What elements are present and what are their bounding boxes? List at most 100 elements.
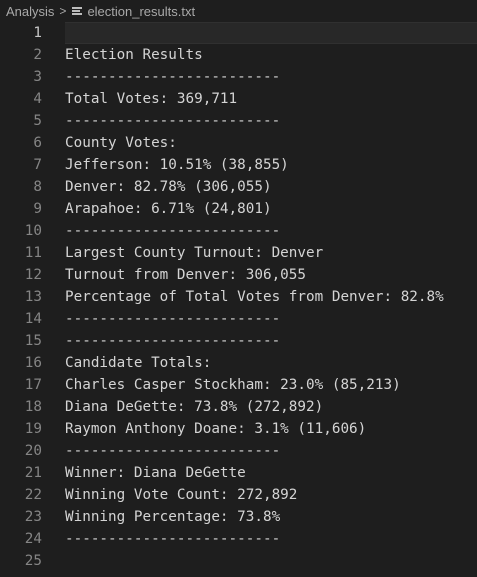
line-number: 16 bbox=[0, 352, 42, 374]
editor-line[interactable]: Largest County Turnout: Denver 11 bbox=[0, 242, 477, 264]
line-text-area[interactable]: Denver: 82.78% (306,055) bbox=[65, 176, 477, 198]
editor-line[interactable]: Winning Percentage: 73.8% 23 bbox=[0, 506, 477, 528]
line-number: 13 bbox=[0, 286, 42, 308]
line-text-area[interactable]: Jefferson: 10.51% (38,855) bbox=[65, 154, 477, 176]
editor-line[interactable]: ------------------------- 14 bbox=[0, 308, 477, 330]
editor-line[interactable]: Arapahoe: 6.71% (24,801) 9 bbox=[0, 198, 477, 220]
line-number: 12 bbox=[0, 264, 42, 286]
line-number: 19 bbox=[0, 418, 42, 440]
line-content: Diana DeGette: 73.8% (272,892) bbox=[65, 399, 323, 415]
line-content: Candidate Totals: bbox=[65, 355, 211, 371]
line-content: ------------------------- bbox=[65, 443, 280, 459]
line-content: Raymon Anthony Doane: 3.1% (11,606) bbox=[65, 421, 366, 437]
editor-line[interactable]: 25 bbox=[0, 550, 477, 572]
line-number: 23 bbox=[0, 506, 42, 528]
line-text-area[interactable]: Total Votes: 369,711 bbox=[65, 88, 477, 110]
line-text-area[interactable]: Raymon Anthony Doane: 3.1% (11,606) bbox=[65, 418, 477, 440]
editor-line[interactable]: Jefferson: 10.51% (38,855) 7 bbox=[0, 154, 477, 176]
line-content: Largest County Turnout: Denver bbox=[65, 245, 323, 261]
line-number: 17 bbox=[0, 374, 42, 396]
breadcrumb-file[interactable]: election_results.txt bbox=[87, 4, 195, 19]
line-number: 9 bbox=[0, 198, 42, 220]
line-content: Denver: 82.78% (306,055) bbox=[65, 179, 272, 195]
line-content: Turnout from Denver: 306,055 bbox=[65, 267, 306, 283]
line-number: 4 bbox=[0, 88, 42, 110]
editor-line[interactable]: County Votes: 6 bbox=[0, 132, 477, 154]
line-text-area[interactable] bbox=[65, 550, 477, 572]
line-text-area[interactable]: Diana DeGette: 73.8% (272,892) bbox=[65, 396, 477, 418]
line-number: 24 bbox=[0, 528, 42, 550]
breadcrumb-separator: > bbox=[59, 4, 66, 18]
line-text-area[interactable]: ------------------------- bbox=[65, 440, 477, 462]
line-content: ------------------------- bbox=[65, 69, 280, 85]
line-content: Percentage of Total Votes from Denver: 8… bbox=[65, 289, 444, 305]
editor-line[interactable]: Diana DeGette: 73.8% (272,892) 18 bbox=[0, 396, 477, 418]
line-number: 5 bbox=[0, 110, 42, 132]
line-number: 14 bbox=[0, 308, 42, 330]
editor-line[interactable]: Denver: 82.78% (306,055) 8 bbox=[0, 176, 477, 198]
line-text-area[interactable]: Percentage of Total Votes from Denver: 8… bbox=[65, 286, 477, 308]
line-text-area[interactable]: Largest County Turnout: Denver bbox=[65, 242, 477, 264]
text-file-icon bbox=[72, 6, 82, 16]
line-text-area[interactable]: Arapahoe: 6.71% (24,801) bbox=[65, 198, 477, 220]
line-content: Charles Casper Stockham: 23.0% (85,213) bbox=[65, 377, 401, 393]
editor-line[interactable]: ------------------------- 5 bbox=[0, 110, 477, 132]
editor-line[interactable]: ------------------------- 10 bbox=[0, 220, 477, 242]
line-content: Jefferson: 10.51% (38,855) bbox=[65, 157, 289, 173]
line-text-area[interactable]: Charles Casper Stockham: 23.0% (85,213) bbox=[65, 374, 477, 396]
line-content: Arapahoe: 6.71% (24,801) bbox=[65, 201, 272, 217]
line-text-area[interactable]: County Votes: bbox=[65, 132, 477, 154]
line-content: ------------------------- bbox=[65, 311, 280, 327]
editor-line[interactable]: 1 bbox=[0, 22, 477, 44]
line-number: 25 bbox=[0, 550, 42, 572]
editor-line[interactable]: Winning Vote Count: 272,892 22 bbox=[0, 484, 477, 506]
editor-line[interactable]: Charles Casper Stockham: 23.0% (85,213) 1… bbox=[0, 374, 477, 396]
line-text-area[interactable]: ------------------------- bbox=[65, 66, 477, 88]
editor-line[interactable]: ------------------------- 15 bbox=[0, 330, 477, 352]
editor-line[interactable]: ------------------------- 24 bbox=[0, 528, 477, 550]
breadcrumb-folder[interactable]: Analysis bbox=[6, 4, 54, 19]
line-content: Election Results bbox=[65, 47, 203, 63]
line-text-area[interactable]: Winning Vote Count: 272,892 bbox=[65, 484, 477, 506]
line-number: 7 bbox=[0, 154, 42, 176]
line-text-area[interactable]: ------------------------- bbox=[65, 308, 477, 330]
editor-line[interactable]: ------------------------- 20 bbox=[0, 440, 477, 462]
line-text-area[interactable]: ------------------------- bbox=[65, 110, 477, 132]
line-text-area[interactable]: Winning Percentage: 73.8% bbox=[65, 506, 477, 528]
line-content: ------------------------- bbox=[65, 113, 280, 129]
line-text-area[interactable]: ------------------------- bbox=[65, 528, 477, 550]
line-number: 20 bbox=[0, 440, 42, 462]
breadcrumb: Analysis > election_results.txt bbox=[0, 0, 477, 22]
line-content: Winning Vote Count: 272,892 bbox=[65, 487, 297, 503]
line-number: 18 bbox=[0, 396, 42, 418]
editor-line[interactable]: Candidate Totals: 16 bbox=[0, 352, 477, 374]
line-number: 10 bbox=[0, 220, 42, 242]
editor-line[interactable]: Election Results 2 bbox=[0, 44, 477, 66]
line-text-area[interactable]: Turnout from Denver: 306,055 bbox=[65, 264, 477, 286]
editor-line[interactable]: Winner: Diana DeGette 21 bbox=[0, 462, 477, 484]
line-text-area[interactable] bbox=[65, 22, 477, 44]
editor-line[interactable]: Total Votes: 369,711 4 bbox=[0, 88, 477, 110]
text-editor[interactable]: 1 Election Results 2 ----------------------… bbox=[0, 22, 477, 577]
editor-line[interactable]: Percentage of Total Votes from Denver: 8… bbox=[0, 286, 477, 308]
line-number: 2 bbox=[0, 44, 42, 66]
editor-line[interactable]: Raymon Anthony Doane: 3.1% (11,606) 19 bbox=[0, 418, 477, 440]
line-text-area[interactable]: Candidate Totals: bbox=[65, 352, 477, 374]
line-text-area[interactable]: Winner: Diana DeGette bbox=[65, 462, 477, 484]
line-number: 8 bbox=[0, 176, 42, 198]
line-number: 1 bbox=[0, 22, 42, 44]
line-number: 11 bbox=[0, 242, 42, 264]
line-content: ------------------------- bbox=[65, 333, 280, 349]
line-content: County Votes: bbox=[65, 135, 177, 151]
line-content: Winning Percentage: 73.8% bbox=[65, 509, 280, 525]
line-number: 3 bbox=[0, 66, 42, 88]
line-text-area[interactable]: ------------------------- bbox=[65, 330, 477, 352]
line-number: 6 bbox=[0, 132, 42, 154]
editor-line[interactable]: ------------------------- 3 bbox=[0, 66, 477, 88]
line-text-area[interactable]: ------------------------- bbox=[65, 220, 477, 242]
line-text-area[interactable]: Election Results bbox=[65, 44, 477, 66]
editor-line[interactable]: Turnout from Denver: 306,055 12 bbox=[0, 264, 477, 286]
line-content: Winner: Diana DeGette bbox=[65, 465, 246, 481]
line-number: 21 bbox=[0, 462, 42, 484]
